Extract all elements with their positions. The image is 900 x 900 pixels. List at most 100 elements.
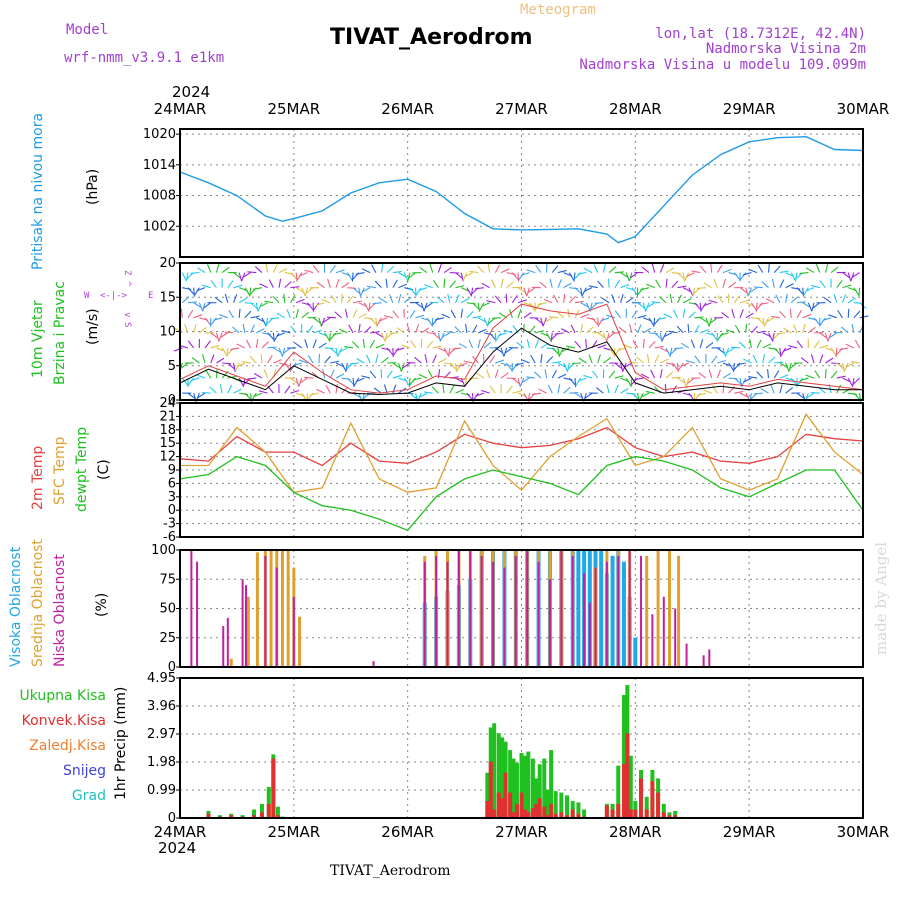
total-precip-bar [259, 803, 264, 818]
wind-barb [432, 332, 440, 340]
wind-barb [210, 317, 217, 326]
wind-barb [527, 287, 536, 294]
wind-barb [551, 265, 559, 273]
wind-barb [731, 308, 735, 318]
wind-barb [295, 272, 298, 282]
wind-barb [500, 278, 504, 288]
wind-barb [312, 339, 317, 349]
wind-barb [602, 332, 608, 342]
wind-barb [197, 392, 206, 399]
wind-barb [276, 332, 285, 337]
wind-barb [395, 347, 405, 352]
wind-barb [657, 317, 667, 320]
wind-barb [748, 268, 758, 274]
wind-barb [698, 372, 707, 379]
wind-barb [233, 284, 243, 289]
wind-barb [694, 355, 701, 364]
wind-barb [283, 293, 286, 303]
wind-barb [458, 343, 468, 349]
wind-barb [631, 392, 639, 400]
total-precip-bar [526, 751, 531, 818]
total-precip-bar [542, 758, 547, 818]
wind-barb [313, 302, 320, 311]
wind-barb [716, 347, 725, 354]
wind-barb [591, 317, 599, 325]
wind-barb [398, 283, 408, 289]
wind-barb [296, 272, 303, 281]
wind-barb [193, 324, 197, 334]
wind-barb [734, 390, 744, 394]
wind-barb [743, 358, 752, 364]
wind-barb [745, 323, 748, 333]
wind-barb [556, 311, 565, 319]
wind-barb [819, 354, 824, 364]
wind-barb [585, 302, 591, 312]
low-cloud-bar [628, 550, 631, 667]
conv-precip-bar [570, 809, 575, 818]
wind-barb [761, 281, 769, 289]
wind-barb [464, 272, 473, 278]
conv-precip-bar [526, 812, 531, 818]
conv-precip-bar [492, 809, 497, 818]
wind-barb [653, 317, 656, 327]
wind-barb [375, 354, 379, 364]
wind-barb [655, 279, 661, 288]
wind-barb [736, 362, 746, 366]
wind-barb [593, 264, 599, 273]
wind-barb [703, 389, 712, 394]
conv-precip-bar [503, 772, 508, 818]
conv-precip-bar [537, 798, 542, 818]
wind-barb [187, 392, 196, 400]
wind-barb [259, 302, 268, 308]
wind-barb [261, 317, 267, 327]
wind-barb [563, 386, 571, 394]
wind-barb [711, 355, 718, 364]
x-tick-label-top: 24MAR [154, 100, 207, 118]
compass-down: v [122, 312, 132, 317]
wind-barb [605, 332, 610, 342]
wind-barb [637, 314, 647, 319]
wind-barb [717, 332, 724, 341]
wind-barb [806, 267, 815, 274]
conv-precip-bar [661, 812, 666, 818]
y-tick-label: 5 [168, 359, 176, 374]
wind-barb [222, 362, 232, 365]
wind-barb [329, 332, 331, 342]
wind-barb [665, 267, 675, 274]
wind-barb [254, 266, 263, 273]
wind-barb [469, 270, 479, 274]
total-precip-bar [644, 796, 649, 818]
cloud-ylabel: Visoka Oblacnost Srednja Oblacnost Niska… [8, 539, 110, 667]
wind-barb [597, 332, 606, 339]
wind-barb [264, 300, 274, 304]
y-tick-label: 9 [168, 463, 176, 478]
wind-barb [415, 287, 422, 296]
wind-barb [719, 332, 729, 336]
wind-barb [554, 332, 564, 335]
compass-rose: Z ^ W <-|-> E v S [84, 270, 153, 327]
wind-barb [466, 392, 474, 401]
wind-barb [470, 287, 474, 297]
wind-barb [238, 272, 243, 282]
low-cloud-bar [469, 550, 472, 667]
wind-barb [551, 369, 557, 379]
wind-barb [180, 362, 189, 369]
wind-barb [531, 392, 541, 396]
wind-barb [233, 272, 242, 279]
wind-barb [385, 332, 394, 339]
conv-precip-bar [625, 733, 630, 818]
wind-barb [626, 392, 636, 395]
wind-barb [460, 308, 463, 318]
wind-barb [338, 328, 348, 334]
wind-barb [568, 377, 576, 386]
wind-barb [232, 362, 236, 372]
temp-title-sfc: SFC Temp [52, 436, 68, 505]
low-cloud-bar [526, 550, 529, 667]
mid-cloud-bar [298, 616, 302, 667]
wind-barb [745, 287, 749, 297]
total-precip-bar [240, 815, 245, 818]
wind-barb [316, 388, 325, 394]
conv-precip-bar [549, 803, 554, 818]
wind-barb [687, 323, 690, 333]
temp2m-line [179, 426, 864, 467]
